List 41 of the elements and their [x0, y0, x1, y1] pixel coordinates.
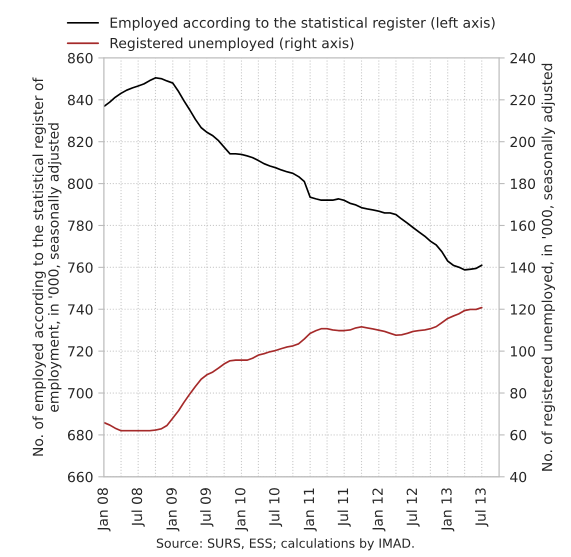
x-tick-label: Jul 09 — [200, 488, 214, 527]
y2-axis-title: No. of registered unemployed, in '000, seasonally adjusted — [542, 64, 555, 471]
y2-tick-label: 120 — [510, 304, 536, 315]
line-series — [104, 76, 483, 271]
x-tick-label: Jan 10 — [234, 488, 248, 532]
source-note: Source: SURS, ESS; calculations by IMAD. — [156, 538, 414, 550]
y-tick-label: 680 — [68, 430, 93, 440]
legend-label: Employed according to the statistical register (left axis) — [110, 17, 495, 31]
y2-tick-label: 160 — [510, 220, 536, 231]
y-tick-label: 720 — [68, 346, 93, 357]
y-tick-label: 840 — [68, 94, 93, 106]
y2-tick-label: 200 — [510, 136, 536, 148]
y-axis-title: No. of employed according to the statistical register of employment, in '000, seasonally adjusted — [32, 77, 62, 456]
y-tick-label: 700 — [68, 388, 93, 398]
y2-tick-label: 140 — [510, 262, 536, 273]
x-tick-label: Jan 08 — [97, 488, 111, 532]
x-tick-label: Jan 09 — [166, 488, 180, 532]
y2-tick-label: 80 — [510, 388, 526, 398]
x-tick-label: Jan 11 — [304, 488, 317, 532]
x-tick-label: Jul 12 — [406, 488, 420, 527]
y-tick-label: 740 — [68, 304, 93, 315]
x-tick-label: Jan 13 — [441, 488, 454, 532]
y-tick-label: 860 — [68, 52, 93, 64]
legend-label: Registered unemployed (right axis) — [110, 38, 354, 51]
y2-tick-label: 100 — [510, 346, 536, 357]
x-tick-label: Jan 12 — [372, 488, 386, 532]
y2-tick-label: 60 — [510, 430, 526, 440]
y-tick-label: 660 — [68, 472, 93, 482]
y2-tick-label: 40 — [510, 472, 526, 482]
x-tick-label: Jul 13 — [475, 488, 488, 527]
line-series — [104, 306, 483, 432]
x-tick-label: Jul 10 — [268, 488, 282, 527]
y2-tick-label: 220 — [510, 94, 536, 106]
x-tick-label: Jul 08 — [131, 488, 145, 527]
y-tick-label: 800 — [68, 178, 93, 190]
y-tick-label: 820 — [68, 136, 93, 148]
y-tick-label: 760 — [68, 262, 93, 273]
y-tick-label: 780 — [68, 220, 93, 231]
y2-tick-label: 240 — [510, 52, 536, 64]
x-tick-label: Jul 11 — [337, 488, 351, 527]
y2-tick-label: 180 — [510, 178, 536, 190]
